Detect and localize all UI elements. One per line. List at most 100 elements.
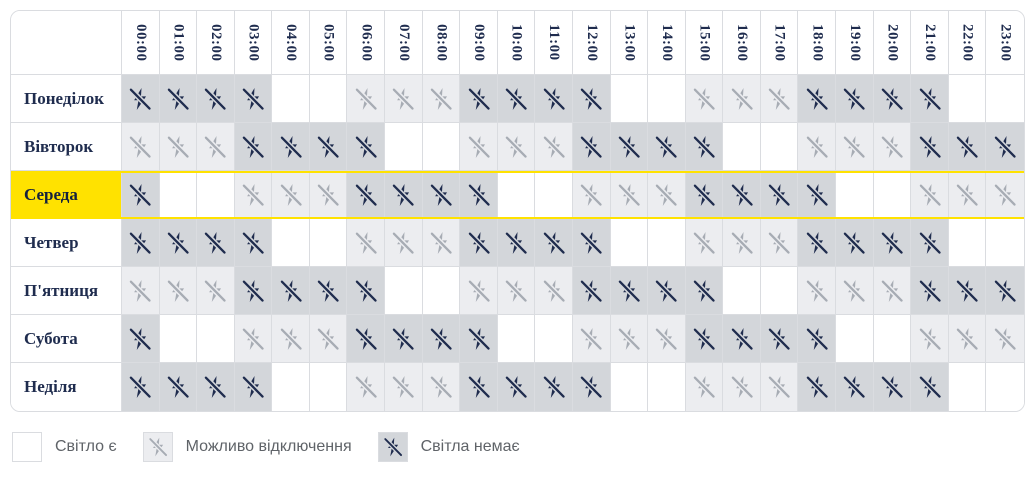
power-outage-icon (390, 86, 416, 112)
schedule-cell-maybe (197, 267, 235, 314)
schedule-cell-maybe (610, 173, 649, 217)
power-outage-icon (390, 374, 416, 400)
power-outage-icon (766, 86, 792, 112)
power-outage-icon (766, 326, 792, 352)
power-outage-icon (541, 278, 567, 304)
hour-header: 19:00 (836, 11, 874, 74)
schedule-cell-off (986, 123, 1024, 170)
day-row: Четвер (11, 219, 1024, 267)
legend-item-no-light: Світла немає (377, 432, 520, 462)
schedule-cell-off (159, 75, 198, 122)
schedule-cell-maybe (760, 219, 799, 266)
power-outage-icon (127, 134, 153, 160)
power-outage-icon (653, 326, 679, 352)
power-outage-icon (804, 326, 830, 352)
power-outage-icon (578, 326, 604, 352)
day-label: Неділя (11, 363, 122, 411)
schedule-cell-off (685, 173, 724, 217)
power-outage-icon (466, 230, 492, 256)
schedule-cell-maybe (234, 173, 273, 217)
schedule-cell-maybe (272, 315, 310, 362)
power-outage-icon (804, 86, 830, 112)
hour-header: 23:00 (986, 11, 1024, 74)
power-outage-icon (165, 374, 191, 400)
power-outage-icon (954, 326, 980, 352)
day-label: Вівторок (11, 123, 122, 170)
power-outage-icon (691, 230, 717, 256)
power-outage-icon (841, 86, 867, 112)
power-outage-icon (202, 278, 228, 304)
power-outage-icon (691, 182, 717, 208)
legend-label-no-light: Світла немає (420, 438, 520, 455)
power-outage-icon (954, 278, 980, 304)
schedule-cell-on (723, 123, 761, 170)
power-outage-icon (917, 182, 943, 208)
day-label: П'ятниця (11, 267, 122, 314)
power-outage-icon (917, 326, 943, 352)
hour-header: 09:00 (460, 11, 498, 74)
schedule-cell-on (535, 315, 573, 362)
schedule-cell-off (385, 173, 423, 217)
schedule-cell-maybe (760, 75, 799, 122)
power-outage-icon (466, 134, 492, 160)
schedule-cell-off (197, 363, 235, 411)
power-outage-icon (428, 326, 454, 352)
schedule-cell-off (309, 123, 348, 170)
power-outage-icon (390, 230, 416, 256)
power-outage-icon (804, 278, 830, 304)
schedule-cell-on (986, 363, 1024, 411)
schedule-cell-off (347, 315, 386, 362)
power-outage-icon (954, 182, 980, 208)
schedule-cell-off (460, 75, 498, 122)
schedule-cell-maybe (948, 315, 987, 362)
schedule-cell-off (535, 363, 573, 411)
schedule-cell-off (460, 315, 498, 362)
power-outage-icon (428, 230, 454, 256)
power-outage-icon (240, 230, 266, 256)
schedule-cell-off (347, 173, 386, 217)
power-outage-icon (653, 278, 679, 304)
power-outage-icon (917, 230, 943, 256)
schedule-cell-maybe (648, 315, 686, 362)
power-outage-icon (278, 182, 304, 208)
power-outage-icon (541, 134, 567, 160)
power-outage-icon (466, 278, 492, 304)
schedule-cell-maybe (911, 173, 949, 217)
schedule-cell-maybe (385, 363, 423, 411)
schedule-cell-off (122, 75, 160, 122)
schedule-cell-off (610, 267, 649, 314)
schedule-cell-off (422, 315, 461, 362)
schedule-cell-on (309, 75, 348, 122)
schedule-cell-off (234, 75, 273, 122)
power-outage-icon (917, 278, 943, 304)
schedule-cell-maybe (347, 75, 386, 122)
schedule-cell-maybe (309, 173, 348, 217)
schedule-cell-on (986, 75, 1024, 122)
hour-header: 13:00 (610, 11, 649, 74)
schedule-cell-off (197, 219, 235, 266)
schedule-cell-maybe (535, 267, 573, 314)
schedule-cell-on (272, 219, 310, 266)
schedule-cell-off (685, 267, 724, 314)
power-outage-icon (278, 326, 304, 352)
power-outage-icon (240, 374, 266, 400)
schedule-cell-off (948, 267, 987, 314)
power-outage-icon (127, 278, 153, 304)
power-outage-icon (240, 182, 266, 208)
day-row: Вівторок (11, 123, 1024, 171)
schedule-cell-on (385, 123, 423, 170)
schedule-cell-maybe (159, 267, 198, 314)
schedule-cell-off (347, 123, 386, 170)
schedule-cell-maybe (572, 173, 611, 217)
power-outage-icon (616, 182, 642, 208)
schedule-cell-off (911, 123, 949, 170)
schedule-cell-maybe (911, 315, 949, 362)
legend: Світло є Можливо відключення Світла нема… (12, 432, 1025, 462)
schedule-cell-off (873, 363, 912, 411)
day-row: П'ятниця (11, 267, 1024, 315)
hour-header: 11:00 (535, 11, 573, 74)
schedule-cell-maybe (422, 75, 461, 122)
schedule-cell-off (572, 75, 611, 122)
schedule-cell-on (272, 363, 310, 411)
power-outage-icon (917, 134, 943, 160)
